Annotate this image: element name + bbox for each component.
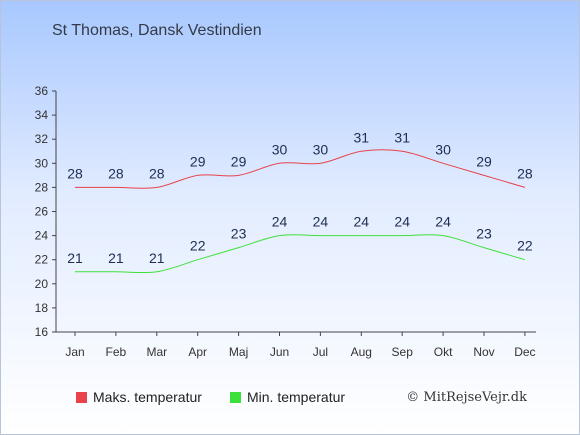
chart-title: St Thomas, Dansk Vestindien	[52, 22, 262, 39]
y-tick-label: 34	[35, 108, 49, 122]
data-label: 22	[517, 238, 533, 254]
data-label: 29	[190, 153, 206, 169]
data-label: 28	[149, 165, 165, 181]
data-label: 30	[313, 141, 329, 157]
data-label: 21	[108, 250, 124, 266]
y-tick-label: 30	[35, 156, 49, 170]
data-label: 24	[435, 214, 451, 230]
x-tick-label: Maj	[229, 345, 248, 359]
x-tick-label: Okt	[434, 345, 453, 359]
y-tick-label: 28	[35, 180, 49, 194]
data-label: 24	[313, 214, 329, 230]
data-label: 22	[190, 238, 206, 254]
y-tick-label: 26	[35, 205, 49, 219]
data-label: 29	[476, 153, 492, 169]
data-label: 21	[149, 250, 165, 266]
x-tick-label: Jan	[65, 345, 84, 359]
copyright-notice: © MitRejseVejr.dk	[406, 390, 527, 405]
data-label: 24	[354, 214, 370, 230]
y-tick-label: 24	[35, 229, 49, 243]
legend-item-min: Min. temperatur	[230, 389, 345, 405]
x-tick-label: Jun	[270, 345, 289, 359]
data-label: 28	[67, 165, 83, 181]
y-tick-label: 20	[35, 277, 49, 291]
x-tick-label: Nov	[473, 345, 494, 359]
data-label: 24	[272, 214, 288, 230]
data-label: 30	[435, 141, 451, 157]
legend-label-max: Maks. temperatur	[93, 389, 202, 405]
legend-item-max: Maks. temperatur	[76, 389, 202, 405]
data-label: 28	[517, 165, 533, 181]
legend-swatch-min	[230, 391, 241, 403]
data-label: 30	[272, 141, 288, 157]
data-label: 31	[394, 129, 410, 145]
x-tick-label: Feb	[106, 345, 127, 359]
legend-swatch-max	[76, 391, 87, 403]
x-tick-label: Mar	[146, 345, 167, 359]
y-tick-label: 16	[35, 325, 49, 339]
legend-label-min: Min. temperatur	[247, 389, 346, 405]
x-tick-label: Apr	[188, 345, 207, 359]
y-tick-label: 32	[35, 132, 49, 146]
y-tick-label: 22	[35, 253, 49, 267]
data-label: 29	[231, 153, 247, 169]
x-tick-label: Sep	[392, 345, 414, 359]
y-tick-label: 36	[35, 84, 49, 98]
data-label: 24	[394, 214, 410, 230]
data-label: 23	[476, 226, 492, 242]
legend: Maks. temperatur Min. temperatur	[1, 389, 579, 409]
series-line-0	[75, 149, 526, 189]
x-tick-label: Aug	[351, 345, 372, 359]
data-label: 21	[67, 250, 83, 266]
y-tick-label: 18	[35, 301, 49, 315]
data-label: 28	[108, 165, 124, 181]
series-line-1	[74, 234, 526, 274]
data-label: 23	[231, 226, 247, 242]
x-tick-label: Jul	[313, 345, 328, 359]
data-label: 31	[354, 129, 370, 145]
x-tick-label: Dec	[514, 345, 535, 359]
